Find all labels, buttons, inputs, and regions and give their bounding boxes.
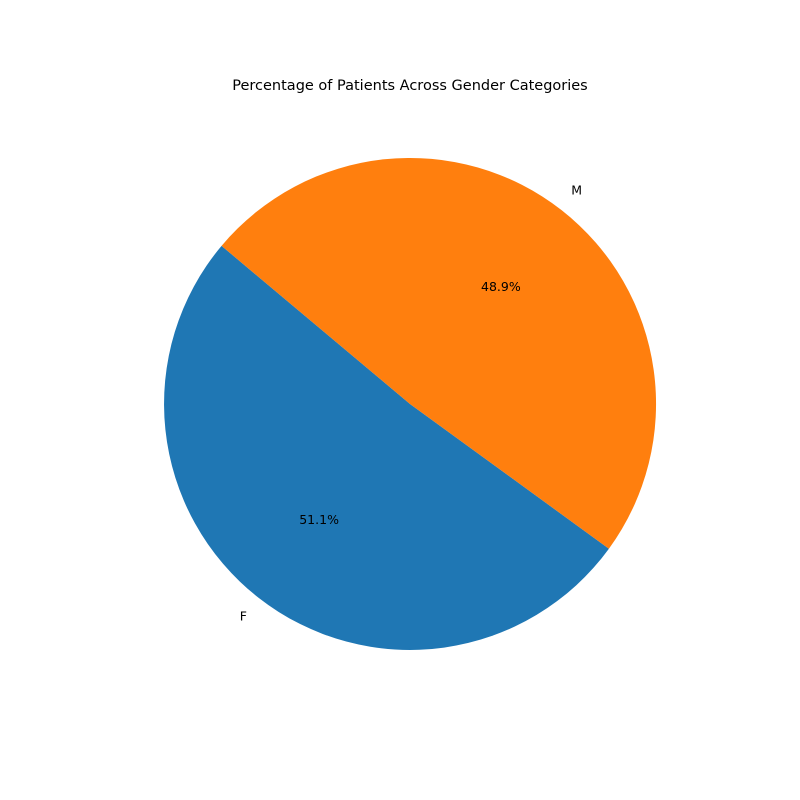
- pie-slice-m: [221, 157, 657, 549]
- category-label-f: F: [240, 609, 247, 624]
- percent-label-f: 51.1%: [299, 512, 339, 527]
- pie-slice-f: [164, 245, 609, 650]
- chart-title: Percentage of Patients Across Gender Cat…: [232, 78, 587, 94]
- pie-labels: F 51.1% M 48.9%: [240, 182, 582, 623]
- pie-slices: [164, 157, 657, 650]
- percent-label-m: 48.9%: [481, 279, 521, 294]
- category-label-m: M: [571, 182, 582, 197]
